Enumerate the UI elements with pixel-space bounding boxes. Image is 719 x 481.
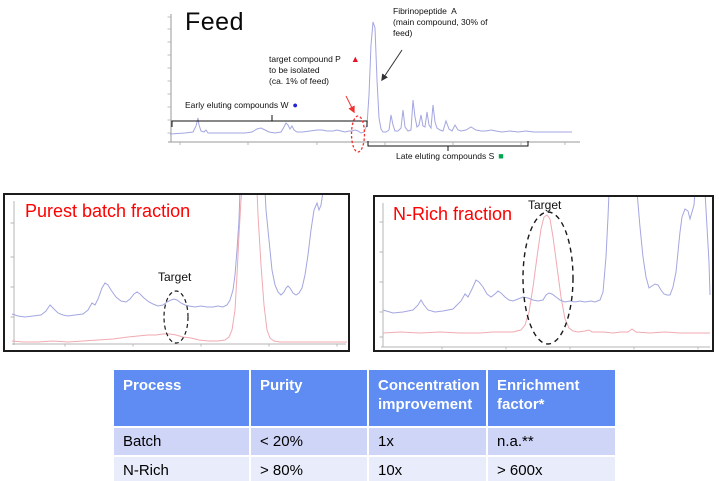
feed-title: Feed [185, 8, 244, 36]
cell-nrich-enrichment: > 600x [486, 455, 617, 481]
feed-trace [169, 21, 572, 135]
batch-x-ticks [64, 344, 338, 347]
header-process: Process [112, 368, 251, 428]
cell-batch-concentration: 1x [367, 426, 488, 457]
target-annotation-line3: (ca. 1% of feed) [269, 76, 330, 86]
batch-pink-trace [11, 195, 347, 343]
late-eluting-bracket [367, 141, 529, 151]
nrich-pink-trace [382, 214, 710, 334]
batch-blue-trace [11, 195, 324, 318]
batch-panel: Purest batch fraction Target [3, 193, 350, 352]
cell-nrich-concentration: 10x [367, 455, 488, 481]
early-eluting-label: Early eluting compounds W ● [185, 100, 298, 111]
main-peak-arrow [381, 49, 403, 82]
results-table: Process Purity Concentration improvement… [112, 368, 617, 481]
feed-x-ticks [179, 142, 566, 145]
feed-plot [167, 14, 580, 153]
target-compound-annotation: target compound P ▲ to be isolated (ca. 1… [269, 54, 360, 87]
batch-plot [10, 195, 347, 347]
target-annotation-line2: to be isolated [269, 65, 320, 75]
header-enrichment: Enrichment factor* [486, 368, 617, 428]
target-arrow [345, 95, 355, 114]
batch-panel-title: Purest batch fraction [25, 201, 191, 221]
cell-nrich-purity: > 80% [249, 455, 369, 481]
feed-y-ticks [167, 16, 171, 134]
nrich-panel-title: N-Rich fraction [393, 204, 513, 224]
cell-batch-process: Batch [112, 426, 251, 457]
target-annotation-line1: target compound P [269, 54, 341, 64]
nrich-x-ticks [441, 347, 699, 350]
batch-y-ticks [10, 222, 14, 318]
table-row-nrich: N-Rich > 80% 10x > 600x [112, 455, 617, 481]
early-eluting-bracket [171, 115, 368, 127]
late-eluting-label: Late eluting compounds S ■ [396, 151, 504, 162]
cell-batch-enrichment: n.a.** [486, 426, 617, 457]
header-purity: Purity [249, 368, 369, 428]
feed-chromatogram: Feed Fibrinopeptide A (main compound, 30… [160, 0, 585, 170]
cell-batch-purity: < 20% [249, 426, 369, 457]
nrich-plot [379, 197, 711, 350]
fibrinopeptide-annotation: Fibrinopeptide A (main compound, 30% of … [393, 6, 488, 38]
nrich-panel: N-Rich fraction Target [373, 195, 714, 352]
header-concentration: Concentration improvement [367, 368, 488, 428]
green-square-icon: ■ [498, 151, 504, 161]
nrich-target-label: Target [528, 198, 562, 212]
blue-circle-icon: ● [292, 100, 298, 110]
red-triangle-icon: ▲ [350, 54, 360, 64]
table-header-row: Process Purity Concentration improvement… [112, 368, 617, 428]
table-row-batch: Batch < 20% 1x n.a.** [112, 426, 617, 457]
batch-target-ellipse [163, 290, 189, 344]
batch-target-label: Target [158, 270, 192, 284]
nrich-y-ticks [379, 221, 383, 338]
target-ellipse [350, 115, 366, 153]
nrich-blue-trace [382, 197, 711, 314]
late-eluting-text: Late eluting compounds S [396, 151, 495, 161]
nrich-target-ellipse [522, 211, 574, 345]
cell-nrich-process: N-Rich [112, 455, 251, 481]
early-eluting-text: Early eluting compounds W [185, 100, 289, 110]
